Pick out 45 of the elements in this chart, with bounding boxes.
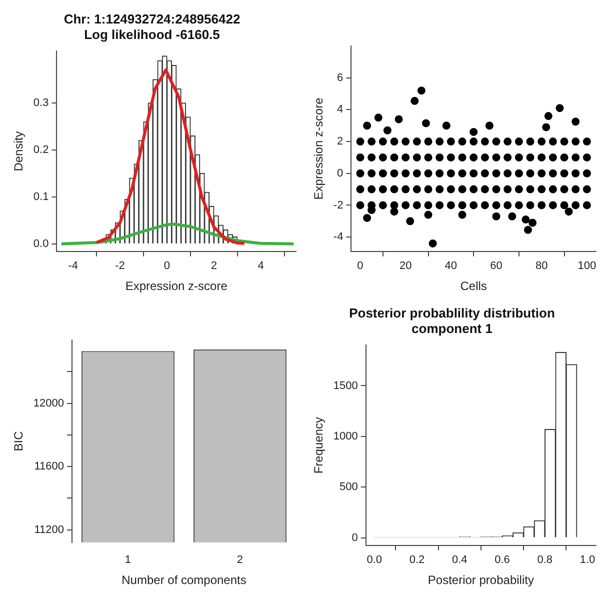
x-tick-label: 0.4: [452, 554, 468, 566]
x-axis-title: Number of components: [122, 573, 246, 588]
y-tick-label: 0.0: [33, 238, 49, 250]
y-tick-label: 6: [337, 72, 344, 84]
chart-title: Posterior probablility distribution component 1: [349, 305, 555, 336]
y-tick-label: -2: [333, 199, 344, 212]
x-axis-title: Cells: [460, 279, 487, 294]
x-tick-label: 40: [444, 260, 458, 272]
y-tick-label: 0.2: [33, 144, 49, 156]
y-tick-label: 500: [340, 481, 358, 494]
x-tick-label: 0.6: [494, 554, 510, 566]
x-tick-label: 1.0: [580, 554, 596, 566]
x-tick-label: 20: [399, 260, 412, 272]
x-axis-title: Posterior probability: [428, 573, 534, 588]
y-tick-label: 4: [337, 104, 344, 116]
y-axis-title: BIC: [12, 430, 26, 452]
y-tick-label: 0.1: [33, 190, 49, 203]
y-tick-label: 0: [352, 532, 358, 544]
x-tick-label: 1: [124, 554, 132, 566]
x-tick-label: 60: [490, 260, 502, 272]
y-tick-label: 12000: [33, 397, 64, 410]
x-axis-title: Expression z-score: [125, 279, 228, 294]
x-tick-label: 0.0: [366, 554, 382, 566]
y-axis-title: Frequency: [312, 416, 326, 474]
y-tick-label: 11600: [34, 460, 64, 473]
y-tick-label: -4: [333, 231, 344, 244]
x-tick-label: 2: [210, 260, 217, 272]
y-tick-label: 0: [337, 167, 344, 180]
y-tick-label: 1000: [333, 430, 358, 442]
y-tick-label: 1500: [333, 380, 358, 392]
y-axis-title: Expression z-score: [312, 97, 326, 200]
x-tick-label: -4: [68, 260, 78, 272]
y-tick-label: 0.3: [33, 96, 49, 109]
x-tick-label: 2: [236, 554, 244, 566]
x-tick-label: 80: [535, 260, 548, 272]
y-tick-label: 11200: [34, 524, 64, 536]
y-axis-title: Density: [12, 131, 26, 172]
y-tick-label: 2: [337, 136, 344, 148]
x-tick-label: 0.2: [409, 554, 425, 566]
x-tick-label: -2: [115, 260, 125, 272]
x-tick-label: 0.8: [537, 554, 553, 566]
x-tick-label: 4: [258, 260, 264, 272]
x-tick-label: 0: [164, 260, 170, 272]
chart-title: Chr: 1:124932724:248956422 Log likelihood -6160.5: [64, 11, 240, 42]
x-tick-label: 100: [578, 260, 596, 272]
